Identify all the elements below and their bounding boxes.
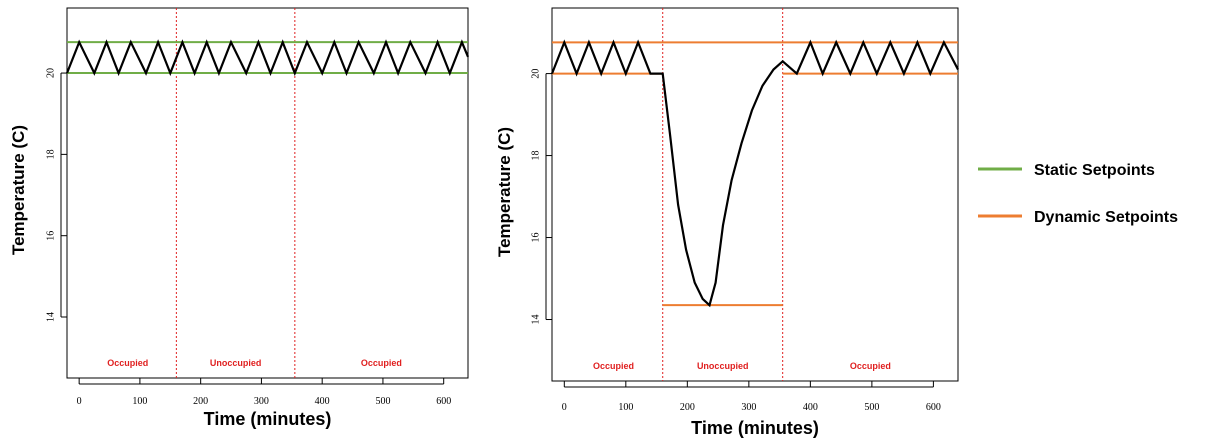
y-tick-label: 20 [45, 68, 56, 78]
y-tick-label: 16 [45, 231, 56, 241]
x-tick-label: 200 [680, 402, 695, 413]
period-label: Occupied [361, 358, 402, 368]
x-tick-label: 0 [77, 396, 82, 407]
y-tick-label: 18 [530, 151, 541, 161]
chart-dynamic-setpoints: 0 100 200 300 400 500 600 14 16 18 20 Occupied Unocc… [495, 7, 959, 438]
y-tick-label: 14 [45, 312, 56, 322]
x-tick-label: 600 [926, 402, 941, 413]
plot-frame [66, 7, 469, 379]
x-tick-label: 500 [375, 396, 390, 407]
x-tick-label: 600 [436, 396, 451, 407]
period-label: Unoccupied [697, 361, 749, 371]
period-label: Occupied [850, 361, 891, 371]
chart-static-setpoints: 0 100 200 300 400 500 600 14 16 18 20 Occupied Unocc… [9, 7, 470, 429]
legend-label-dynamic: Dynamic Setpoints [1034, 209, 1178, 226]
y-tick-label: 18 [45, 149, 56, 159]
x-axis-title: Time (minutes) [691, 418, 819, 438]
x-tick-label: 300 [741, 402, 756, 413]
plot-frame [551, 7, 959, 382]
x-tick-label: 400 [803, 402, 818, 413]
y-axis-title: Temperature (C) [495, 127, 514, 257]
period-label: Occupied [107, 358, 148, 368]
temperature-series-line [65, 39, 470, 77]
x-tick-label: 100 [618, 402, 633, 413]
x-tick-label: 500 [864, 402, 879, 413]
x-tick-label: 0 [562, 402, 567, 413]
period-label: Occupied [593, 361, 634, 371]
x-tick-label: 400 [315, 396, 330, 407]
period-label: Unoccupied [210, 358, 262, 368]
y-tick-label: 14 [530, 315, 541, 325]
x-tick-label: 300 [254, 396, 269, 407]
legend-label-static: Static Setpoints [1034, 162, 1155, 179]
temperature-series-line [550, 39, 959, 308]
x-axis-title: Time (minutes) [204, 409, 332, 429]
x-tick-label: 200 [193, 396, 208, 407]
y-tick-label: 20 [530, 69, 541, 79]
legend: Static Setpoints Dynamic Setpoints [978, 162, 1178, 226]
x-tick-label: 100 [132, 396, 147, 407]
y-tick-label: 16 [530, 233, 541, 243]
y-axis-title: Temperature (C) [9, 125, 28, 255]
